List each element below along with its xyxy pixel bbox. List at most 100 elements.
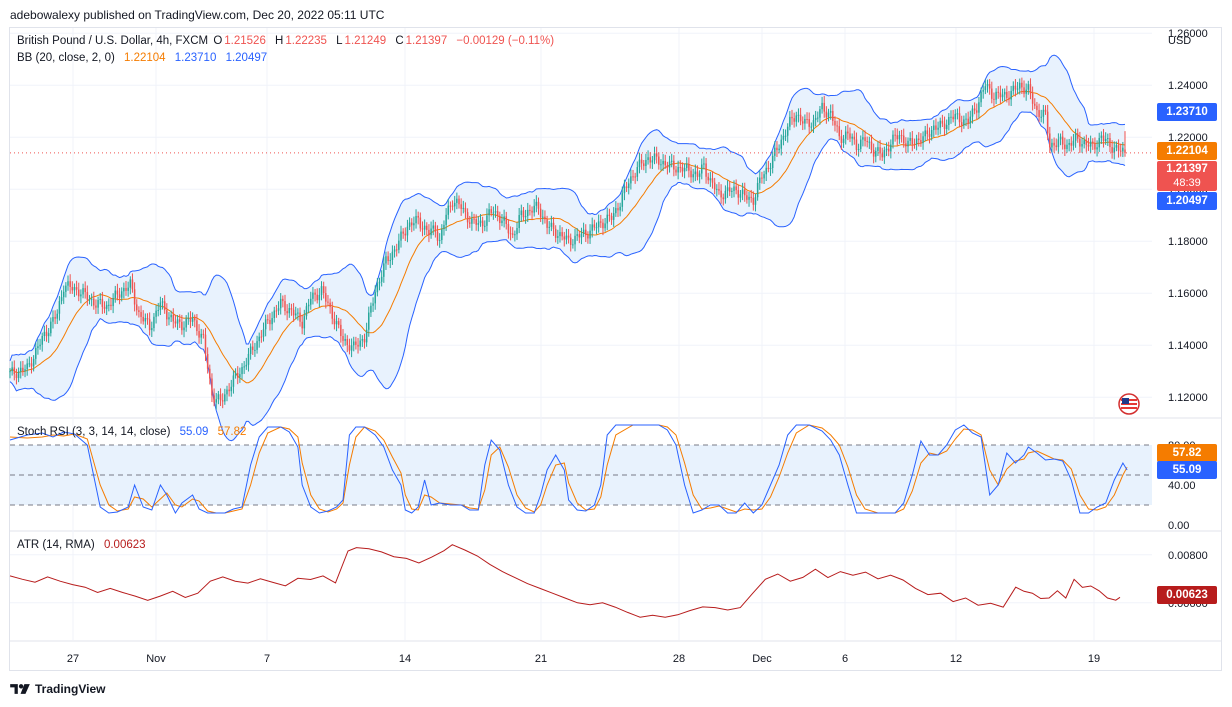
candle-body [915,138,918,145]
candle-body [688,163,690,171]
candle-body [645,160,647,167]
candle-body [496,211,499,216]
candle-body [1016,88,1019,90]
candle-body [340,324,342,336]
bb-band-fill [10,55,1125,441]
candle-body [376,283,379,293]
time-axis-tick: 6 [842,653,848,665]
candle-body [1087,144,1090,147]
candle-body [297,312,299,314]
candle-body [445,214,447,225]
candle-body [877,147,879,151]
candle-body [434,225,437,232]
candle-body [475,219,477,225]
candle-body [90,298,93,300]
candle-body [851,136,853,139]
candle-body [728,187,731,192]
price-axis-tick: 1.14000 [1168,340,1208,352]
candle-body [617,208,619,211]
tradingview-logo-icon[interactable] [10,683,30,695]
candle-body [743,189,746,196]
candle-body [282,298,284,302]
candle-body [733,186,735,191]
candle-body [857,148,860,150]
candle-body [252,346,254,350]
price-axis-tick: 1.16000 [1168,288,1208,300]
candle-body [432,225,434,229]
candle-body [185,318,187,328]
candle-body [426,225,428,230]
candle-body [232,375,235,387]
open-label: O [213,35,223,47]
us-flag-icon[interactable] [1118,393,1140,415]
candle-body [9,371,11,373]
time-axis-tick: 7 [264,653,270,665]
atr-legend: ATR (14, RMA) 0.00623 [17,539,148,551]
candle-body [780,139,783,149]
candle-body [123,287,125,292]
candle-body [900,135,903,137]
candle-body [976,110,978,113]
candle-body [451,205,454,207]
candle-body [711,178,714,183]
candle-body [39,344,41,347]
candle-body [589,230,591,239]
candle-body [774,147,776,156]
candle-body [514,234,516,236]
candle-body [567,235,570,238]
candle-body [157,309,159,311]
candle-body [419,217,422,229]
candle-body [417,215,419,218]
stoch-d-value: 57.82 [217,426,247,438]
candle-body [585,229,587,236]
candle-body [503,216,505,221]
candle-body [1003,91,1006,95]
candle-body [86,292,89,300]
candle-body [456,198,458,203]
candle-body [778,148,780,151]
candle-body [756,182,759,198]
candle-body [133,289,136,305]
candle-body [221,400,224,402]
candle-body [234,372,237,376]
candle-body [337,321,340,325]
candle-body [352,341,355,346]
candle-body [1089,141,1092,147]
candle-body [211,378,213,396]
candle-body [464,207,467,213]
candle-body [511,233,514,235]
candle-body [488,209,490,216]
candle-body [385,256,387,264]
candle-body [363,339,366,343]
atr-axis-tick: 0.00800 [1168,550,1208,562]
candle-body [696,171,699,177]
candle-body [557,236,559,238]
candle-body [718,188,720,191]
time-axis-tick: Nov [146,653,166,665]
candle-body [320,286,323,295]
candle-body [759,177,761,183]
candle-body [275,310,278,312]
candle-body [782,135,785,140]
candle-body [926,130,929,135]
candle-body [643,163,645,167]
candle-body [834,120,836,126]
candle-body [814,117,817,121]
stoch-rsi-plot [9,424,1152,515]
candle-body [198,331,200,338]
candle-body [118,294,121,298]
candle-body [1098,137,1100,148]
candle-body [166,310,168,320]
high-label: H [275,35,284,47]
candle-body [911,138,914,145]
candle-body [716,188,718,190]
candle-body [28,363,31,365]
candle-body [866,141,868,143]
candle-body [423,225,426,230]
candle-body [490,209,492,213]
candle-body [928,134,931,137]
candle-body [999,92,1002,98]
candle-body [522,210,525,218]
close-label: C [395,35,404,47]
